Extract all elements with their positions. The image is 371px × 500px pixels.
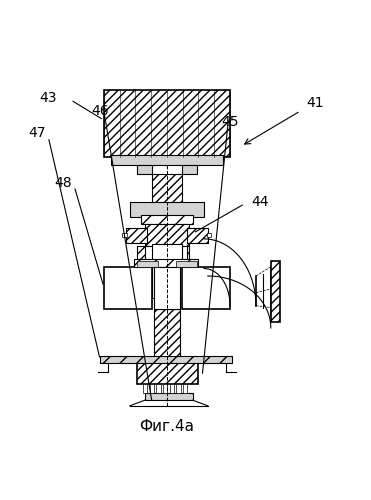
- Text: 45: 45: [221, 115, 239, 129]
- Bar: [104, 266, 152, 310]
- Bar: [152, 174, 182, 206]
- Bar: [104, 90, 230, 157]
- Text: 46: 46: [91, 104, 109, 118]
- Bar: [122, 232, 127, 237]
- Bar: [134, 260, 198, 266]
- Bar: [154, 266, 180, 310]
- Bar: [271, 261, 280, 322]
- Bar: [182, 164, 197, 174]
- Polygon shape: [187, 246, 189, 294]
- Bar: [137, 164, 152, 174]
- Bar: [182, 266, 230, 310]
- Bar: [170, 384, 174, 393]
- Bar: [141, 215, 193, 224]
- Bar: [130, 202, 204, 216]
- Bar: [156, 384, 161, 393]
- Bar: [176, 384, 181, 393]
- Bar: [137, 261, 158, 266]
- Bar: [163, 384, 167, 393]
- Bar: [137, 362, 198, 384]
- Bar: [145, 393, 193, 400]
- Bar: [154, 310, 180, 362]
- Bar: [100, 356, 232, 363]
- Polygon shape: [137, 246, 145, 294]
- Text: 47: 47: [28, 126, 46, 140]
- Bar: [150, 384, 154, 393]
- Bar: [207, 232, 211, 237]
- Bar: [111, 156, 223, 164]
- Bar: [152, 244, 182, 298]
- Bar: [187, 228, 208, 242]
- Bar: [176, 261, 197, 266]
- Bar: [126, 228, 147, 242]
- Text: 43: 43: [39, 91, 57, 105]
- Text: 44: 44: [251, 195, 269, 209]
- Bar: [145, 224, 189, 246]
- Text: 41: 41: [306, 96, 324, 110]
- Bar: [143, 384, 147, 393]
- Text: 48: 48: [54, 176, 72, 190]
- Text: Фиг.4а: Фиг.4а: [139, 418, 194, 434]
- Bar: [183, 384, 187, 393]
